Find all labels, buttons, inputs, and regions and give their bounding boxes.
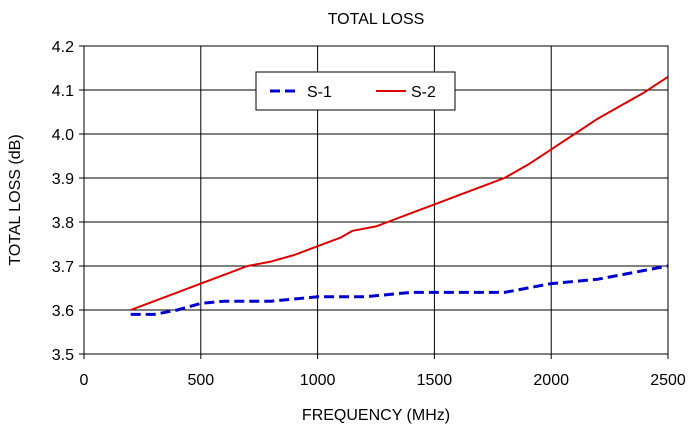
y-axis-title: TOTAL LOSS (dB) bbox=[7, 134, 24, 265]
legend: S-1 S-2 bbox=[255, 71, 456, 111]
plot-border bbox=[83, 45, 669, 355]
y-tick-label: 3.6 bbox=[52, 303, 74, 320]
y-tick-label: 3.8 bbox=[52, 215, 74, 232]
y-tick-label: 3.7 bbox=[52, 259, 74, 276]
series-line-s-2 bbox=[130, 75, 669, 311]
x-tick-label: 0 bbox=[80, 372, 89, 389]
y-tick-labels: 3.5 3.6 3.7 3.8 3.9 4.0 4.1 4.2 bbox=[52, 39, 84, 364]
x-axis-title: FREQUENCY (MHz) bbox=[302, 407, 450, 424]
series-lines bbox=[130, 75, 669, 316]
x-tick-label: 500 bbox=[187, 372, 214, 389]
y-tick-label: 3.5 bbox=[52, 347, 74, 364]
x-tick-label: 2500 bbox=[650, 372, 686, 389]
x-tick-labels: 0 500 1000 1500 2000 2500 bbox=[80, 354, 686, 389]
legend-label-s2: S-2 bbox=[411, 84, 436, 101]
legend-label-s1: S-1 bbox=[307, 84, 332, 101]
x-tick-label: 1000 bbox=[300, 372, 336, 389]
y-tick-label: 4.0 bbox=[52, 127, 74, 144]
series-line-s-1 bbox=[130, 264, 669, 316]
x-tick-label: 2000 bbox=[533, 372, 569, 389]
x-tick-label: 1500 bbox=[417, 372, 453, 389]
y-tick-label: 3.9 bbox=[52, 171, 74, 188]
chart-title: TOTAL LOSS bbox=[328, 11, 425, 28]
y-tick-label: 4.1 bbox=[52, 83, 74, 100]
y-tick-label: 4.2 bbox=[52, 39, 74, 56]
